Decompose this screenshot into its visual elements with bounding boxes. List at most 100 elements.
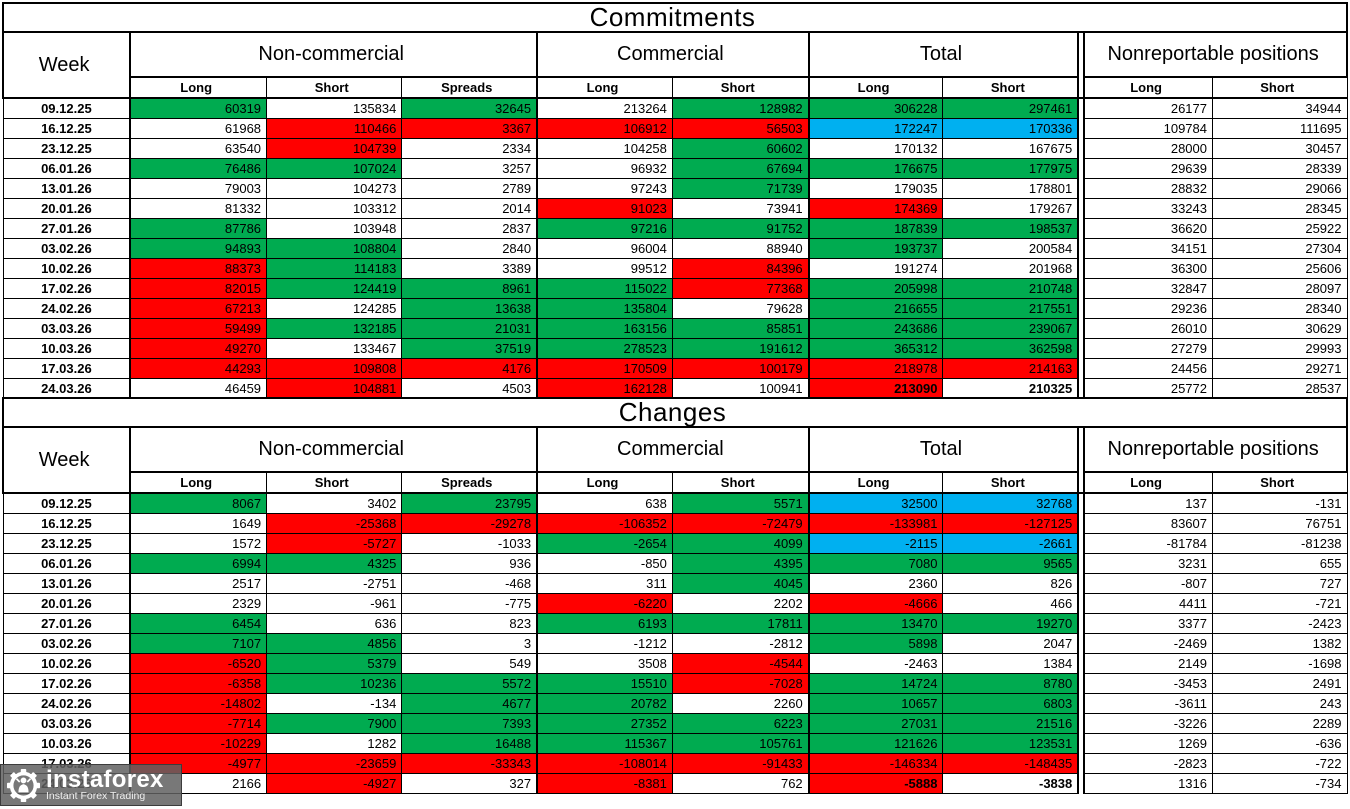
data-cell: 26010 [1083, 318, 1214, 339]
data-cell: 96004 [536, 238, 673, 259]
table-row: 06.01.26 6994 4325 936 -850 4395 7080 9565 3231 6… [2, 553, 1348, 574]
column-gap [1077, 31, 1086, 99]
data-cell: 762 [671, 773, 810, 794]
data-cell: -6220 [536, 593, 673, 614]
data-cell: -2469 [1083, 633, 1214, 654]
data-cell: 82015 [129, 278, 268, 299]
data-cell: 3 [401, 633, 539, 654]
table-row: 24.03.26 46459 104881 4503 162128 100941 21309… [2, 378, 1348, 399]
data-cell: 243686 [808, 318, 944, 339]
data-cell: 4411 [1083, 593, 1214, 614]
data-cell: 27031 [808, 713, 944, 734]
week-cell: 27.01.26 [2, 613, 132, 634]
table-row: 27.01.26 6454 636 823 6193 17811 13470 19270 337… [2, 613, 1348, 634]
data-cell: 217551 [942, 298, 1079, 319]
data-cell: 21516 [942, 713, 1079, 734]
column-gap [1077, 238, 1086, 259]
data-cell: 210325 [942, 378, 1079, 399]
data-cell: 3257 [401, 158, 539, 179]
data-cell: -4544 [671, 653, 810, 674]
data-cell: 29236 [1083, 298, 1214, 319]
data-cell: 9565 [942, 553, 1079, 574]
data-cell: 29066 [1212, 178, 1348, 199]
data-cell: 936 [401, 553, 539, 574]
data-cell: 111695 [1212, 118, 1348, 139]
data-cell: 133467 [266, 338, 403, 359]
col-header-long: Long [536, 76, 673, 99]
data-cell: -1212 [536, 633, 673, 654]
data-cell: 4395 [671, 553, 810, 574]
data-cell: 124419 [266, 278, 403, 299]
data-cell: 91023 [536, 198, 673, 219]
data-cell: 97216 [536, 218, 673, 239]
data-cell: 178801 [942, 178, 1079, 199]
data-cell: 67213 [129, 298, 268, 319]
data-cell: 3508 [536, 653, 673, 674]
table-title-row: Commitments [2, 2, 1348, 33]
data-cell: 28339 [1212, 158, 1348, 179]
table-row: 24.03.262166-4927327-8381762-5888-383813… [2, 773, 1348, 794]
data-cell: 2149 [1083, 653, 1214, 674]
brand-tagline: Instant Forex Trading [46, 790, 146, 802]
data-cell: 60319 [129, 97, 268, 119]
data-cell: -7028 [671, 673, 810, 694]
data-cell: 28000 [1083, 138, 1214, 159]
column-gap [1077, 493, 1086, 514]
data-cell: 84396 [671, 258, 810, 279]
data-cell: 104258 [536, 138, 673, 159]
week-cell: 03.02.26 [2, 633, 132, 654]
table-row: 23.12.25 63540 104739 2334 104258 60602 170132… [2, 138, 1348, 159]
week-cell: 03.02.26 [2, 238, 132, 259]
group-commercial: Commercial [536, 31, 810, 78]
column-gap [1077, 673, 1086, 694]
week-cell: 24.02.26 [2, 298, 132, 319]
data-cell: 100941 [671, 378, 810, 399]
col-header-short: Short [266, 471, 403, 494]
data-cell: 1269 [1083, 733, 1214, 754]
data-cell: 7080 [808, 553, 944, 574]
data-cell: -133981 [808, 513, 944, 534]
group-total: Total [807, 31, 1080, 78]
data-cell: 103948 [266, 218, 403, 239]
data-cell: -127125 [942, 513, 1079, 534]
week-cell: 17.02.26 [2, 673, 132, 694]
data-cell: 4176 [401, 358, 539, 379]
data-cell: -722 [1212, 753, 1348, 774]
data-cell: -850 [536, 553, 673, 574]
data-cell: 8067 [129, 492, 268, 514]
data-cell: -131 [1212, 492, 1348, 514]
data-cell: 2047 [942, 633, 1079, 654]
col-header-short: Short [671, 76, 810, 99]
data-cell: 7393 [401, 713, 539, 734]
data-cell: 306228 [808, 97, 944, 119]
data-cell: 179035 [808, 178, 944, 199]
data-cell: 198537 [942, 218, 1079, 239]
column-gap [1077, 613, 1086, 634]
data-cell: 2491 [1212, 673, 1348, 694]
data-cell: 638 [536, 492, 673, 514]
column-gap [1077, 733, 1086, 754]
data-cell: 115367 [536, 733, 673, 754]
data-cell: 8961 [401, 278, 539, 299]
data-cell: 85851 [671, 318, 810, 339]
column-gap [1077, 218, 1086, 239]
data-cell: 32645 [401, 97, 539, 119]
data-cell: 218978 [808, 358, 944, 379]
data-cell: 239067 [942, 318, 1079, 339]
week-cell: 20.01.26 [2, 593, 132, 614]
data-cell: 97243 [536, 178, 673, 199]
week-cell: 24.03.26 [2, 378, 132, 399]
data-cell: 213264 [536, 97, 673, 119]
column-gap [1077, 553, 1086, 574]
column-gap [1077, 318, 1086, 339]
data-cell: -7714 [129, 713, 268, 734]
data-cell: 655 [1212, 553, 1348, 574]
column-gap [1077, 513, 1086, 534]
data-cell: -106352 [536, 513, 673, 534]
data-cell: -807 [1083, 573, 1214, 594]
data-cell: 61968 [129, 118, 268, 139]
data-cell: 59499 [129, 318, 268, 339]
data-cell: -33343 [401, 753, 539, 774]
data-cell: 135834 [266, 97, 403, 119]
column-gap [1077, 138, 1086, 159]
